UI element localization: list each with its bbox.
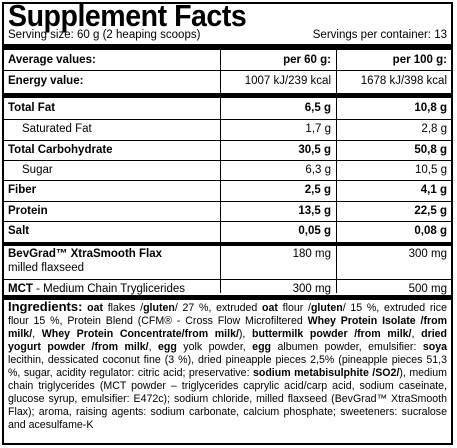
ingredient-text: / 15 %, extruded rice flour 15 %, Protei… (8, 302, 447, 327)
nutrient-value-per-serving: 180 mg (292, 248, 331, 260)
column-divider (220, 50, 221, 293)
nutrient-sublabel: milled flaxseed (8, 262, 85, 274)
nutrient-value-per-100g: 50,8 g (414, 144, 447, 156)
nutrient-value-per-100g: 10,5 g (415, 164, 447, 176)
ingredient-highlight: egg (252, 341, 272, 353)
nutrient-value-per-100g: 0,08 g (414, 225, 447, 237)
divider (4, 201, 451, 202)
ingredient-text: lecithin, dessicated coconut fine (3 %),… (8, 354, 447, 379)
divider (4, 221, 451, 222)
ingredient-highlight: buttermilk powder /from milk/ (252, 328, 412, 340)
ingredient-text: , (32, 328, 42, 340)
nutrient-value-per-serving: 6,5 g (304, 102, 331, 114)
ingredient-highlight: gluten (143, 302, 175, 314)
nutrient-value-per-serving: 6,3 g (305, 164, 331, 176)
ingredient-highlight: egg (158, 341, 177, 353)
ingredient-text: , (148, 341, 159, 353)
ingredient-text: ), medium chain triglycerides (MCT powde… (8, 367, 447, 431)
ingredient-text: albumen powder, emulsifier: (271, 341, 423, 353)
nutrient-label: Salt (8, 225, 30, 237)
ingredient-highlight: dried yogurt powder /from milk/ (8, 328, 448, 353)
nutrient-value-per-serving: 13,5 g (298, 205, 331, 217)
nutrient-label: Saturated Fat (22, 123, 92, 135)
ingredient-highlight: oat (87, 302, 104, 314)
nutrient-value-per-serving: 1007 kJ/239 kcal (244, 75, 331, 87)
nutrient-value-per-serving: 30,5 g (298, 144, 331, 156)
divider (4, 279, 451, 280)
nutrient-value-per-100g: 4,1 g (420, 184, 447, 196)
ingredient-text: flakes / (103, 302, 144, 314)
ingredient-highlight: Whey Protein Isolate /from milk/ (8, 315, 447, 340)
ingredient-highlight: soya (422, 341, 447, 353)
column-divider (336, 50, 337, 293)
divider (4, 180, 451, 181)
ingredient-text: , (411, 328, 422, 340)
nutrient-value-per-100g: 1678 kJ/398 kcal (360, 75, 447, 87)
nutrient-label-group: MCT - Medium Chain Tryglicerides (8, 283, 185, 295)
nutrient-value-per-serving: 2,5 g (304, 184, 331, 196)
nutrient-value-per-100g: 500 mg (408, 283, 447, 295)
divider-thick (4, 242, 451, 246)
ingredient-highlight: gluten (310, 302, 343, 314)
header-col1: per 60 g: (283, 54, 331, 66)
nutrient-value-per-serving: 1,7 g (305, 123, 331, 135)
divider (4, 119, 451, 120)
ingredient-highlight: sodium metabisulphite /SO2/ (252, 367, 400, 379)
servings-per-container: Servings per container: 13 (312, 29, 447, 41)
nutrient-label: Total Carbohydrate (8, 144, 113, 156)
nutrient-label: BevGrad™ XtraSmooth Flax (8, 248, 163, 260)
divider (4, 140, 451, 141)
ingredient-highlight: Whey Protein Concentrate/from milk/ (41, 328, 239, 340)
nutrient-label: Sugar (22, 164, 53, 176)
ingredient-text: ), (238, 328, 253, 340)
nutrient-label: Energy value: (8, 75, 84, 87)
ingredient-highlight: oat (262, 302, 278, 314)
serving-size: Serving size: 60 g (2 heaping scoops) (8, 29, 201, 41)
nutrient-value-per-100g: 22,5 g (414, 205, 447, 217)
serving-info: Serving size: 60 g (2 heaping scoops) Se… (8, 29, 447, 43)
nutrient-row: BevGrad™ XtraSmooth Flax milled flaxseed… (4, 248, 451, 278)
divider (4, 160, 451, 161)
header-col2: per 100 g: (392, 54, 447, 66)
nutrient-value-per-100g: 300 mg (408, 248, 447, 260)
nutrient-value-per-serving: 300 mg (292, 283, 331, 295)
ingredients-heading: Ingredients: (8, 299, 83, 314)
nutrient-label: Total Fat (8, 102, 56, 114)
nutrient-label-suffix: - Medium Chain Tryglicerides (32, 283, 186, 295)
divider-thick (4, 44, 451, 50)
divider (4, 70, 451, 71)
nutrient-value-per-100g: 10,8 g (414, 102, 447, 114)
divider-thick (4, 295, 451, 300)
ingredient-text: yolk powder, (176, 341, 253, 353)
divider-thick (4, 93, 451, 98)
nutrient-label: MCT (8, 283, 33, 295)
header-label: Average values: (8, 54, 96, 66)
nutrient-label: Protein (8, 205, 48, 217)
ingredients-list: oat flakes /gluten/ 27 %, extruded oat f… (8, 302, 447, 431)
ingredients-text: Ingredients: oat flakes /gluten/ 27 %, e… (8, 300, 447, 432)
ingredient-text: / 27 %, extruded (174, 302, 263, 314)
panel-title: Supplement Facts (8, 0, 247, 33)
nutrient-label: Fiber (8, 184, 37, 196)
ingredient-text: flour / (277, 302, 311, 314)
nutrient-value-per-serving: 0,05 g (298, 225, 331, 237)
nutrient-value-per-100g: 2,8 g (421, 123, 447, 135)
